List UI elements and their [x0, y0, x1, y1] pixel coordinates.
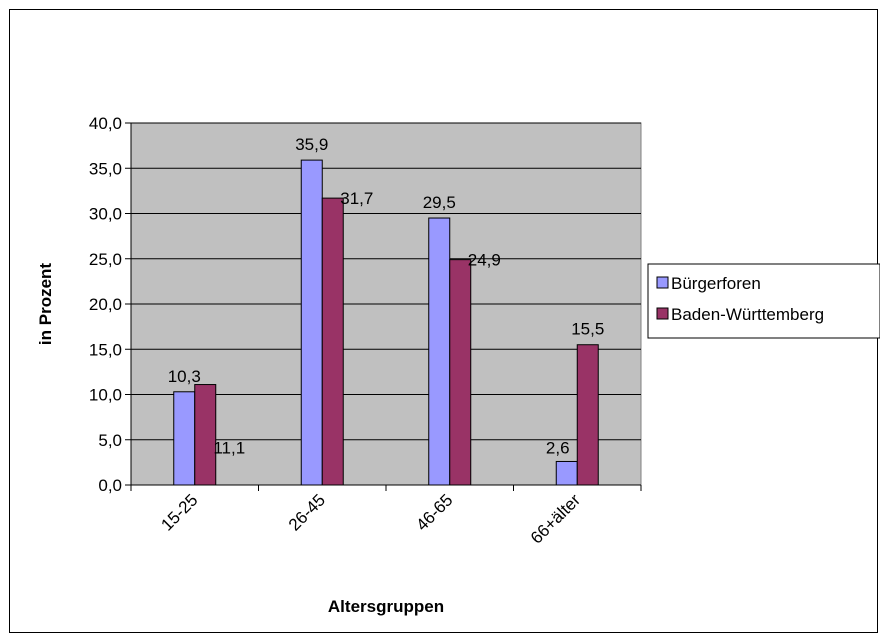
bars — [173, 159, 599, 486]
y-tick-label: 0,0 — [98, 476, 122, 495]
y-tick-label: 25,0 — [89, 250, 122, 269]
legend-swatch — [656, 276, 669, 289]
data-label: 24,9 — [468, 251, 501, 270]
data-label: 2,6 — [546, 438, 570, 457]
legend-swatch — [656, 307, 669, 320]
x-tick-label: 46-65 — [412, 490, 456, 534]
legend-label: Bürgerforen — [671, 274, 761, 293]
y-tick-label: 20,0 — [89, 295, 122, 314]
bar — [300, 159, 323, 486]
data-label: 15,5 — [571, 320, 604, 339]
x-tick-label: 26-45 — [285, 490, 329, 534]
y-tick-label: 30,0 — [89, 205, 122, 224]
y-tick-label: 5,0 — [98, 431, 122, 450]
data-label: 10,3 — [168, 367, 201, 386]
bar — [449, 259, 472, 486]
axes — [125, 122, 642, 491]
legend: Bürgerforen Baden-Württemberg — [647, 263, 880, 339]
x-tick-labels: 15-25 26-45 46-65 66+älter — [157, 490, 584, 547]
y-tick-labels: 0,0 5,0 10,0 15,0 20,0 25,0 30,0 35,0 40,0 — [89, 114, 122, 495]
bar — [576, 344, 599, 486]
bar — [173, 391, 196, 486]
bar — [555, 460, 578, 486]
legend-box — [647, 263, 880, 339]
bar — [428, 217, 451, 486]
data-labels: 10,3 11,1 35,9 31,7 29,5 24,9 2,6 15,5 — [168, 135, 605, 457]
bar — [194, 384, 217, 486]
y-tick-label: 15,0 — [89, 340, 122, 359]
data-label: 29,5 — [423, 193, 456, 212]
y-tick-label: 35,0 — [89, 159, 122, 178]
y-tick-label: 40,0 — [89, 114, 122, 133]
data-label: 11,1 — [213, 439, 245, 458]
x-axis-title: Altersgruppen — [328, 597, 444, 616]
x-tick-label: 66+älter — [527, 490, 584, 547]
data-label: 35,9 — [295, 135, 328, 154]
data-label: 31,7 — [340, 189, 373, 208]
legend-label: Baden-Württemberg — [671, 305, 824, 324]
y-tick-label: 10,0 — [89, 386, 122, 405]
bar — [321, 197, 344, 486]
y-axis-title: in Prozent — [36, 263, 55, 346]
x-tick-label: 15-25 — [157, 490, 201, 534]
